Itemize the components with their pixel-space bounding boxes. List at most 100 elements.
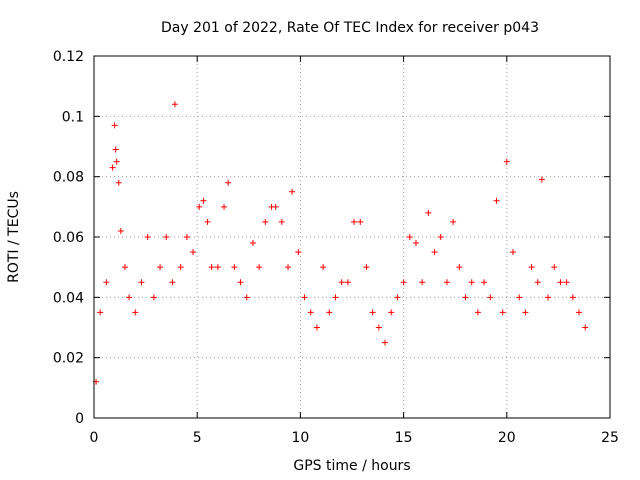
data-point — [528, 264, 535, 271]
x-tick-label: 0 — [90, 430, 99, 446]
data-point — [545, 294, 552, 301]
y-tick-label: 0.02 — [53, 351, 84, 367]
data-point — [332, 294, 339, 301]
data-point — [425, 209, 432, 216]
data-point — [499, 309, 506, 316]
data-point — [272, 203, 279, 210]
data-point — [97, 309, 104, 316]
data-point — [177, 264, 184, 271]
data-point — [243, 294, 250, 301]
data-point — [200, 197, 207, 204]
data-point — [394, 294, 401, 301]
data-point — [569, 294, 576, 301]
data-point — [113, 158, 120, 165]
data-point — [121, 264, 128, 271]
y-tick-label: 0.08 — [53, 170, 84, 186]
data-point — [163, 234, 170, 240]
data-point — [183, 234, 190, 240]
data-point — [112, 146, 119, 153]
data-point — [363, 264, 370, 271]
data-point — [138, 279, 145, 286]
y-axis-label: ROTI / TECUs — [6, 191, 22, 283]
data-point — [132, 309, 139, 316]
data-point — [214, 264, 221, 271]
data-point — [474, 309, 481, 316]
data-point — [171, 101, 178, 108]
y-tick-label: 0.12 — [53, 49, 84, 65]
data-point — [295, 249, 302, 256]
data-point — [190, 249, 197, 256]
data-point — [503, 158, 510, 165]
data-point — [231, 264, 238, 271]
data-point — [237, 279, 244, 286]
data-point — [481, 279, 488, 286]
data-point — [462, 294, 469, 301]
data-point — [437, 234, 444, 240]
data-point — [388, 309, 395, 316]
data-point — [493, 197, 500, 204]
data-point — [285, 264, 292, 271]
data-point — [262, 218, 269, 225]
grid-lines — [94, 56, 610, 418]
data-point — [111, 122, 118, 129]
data-point — [126, 294, 133, 301]
data-point — [326, 309, 333, 316]
x-tick-label: 15 — [395, 430, 413, 446]
data-point — [144, 234, 151, 240]
x-tick-label: 10 — [291, 430, 309, 446]
data-point — [313, 324, 320, 331]
axis-ticks: 0 5 10 15 20 25 0 0.02 0.04 0.06 0.08 0.1 0.12 — [53, 49, 619, 446]
y-tick-label: 0.1 — [62, 109, 84, 125]
y-tick-label: 0.04 — [53, 290, 84, 306]
data-point — [369, 309, 376, 316]
data-point — [450, 218, 457, 225]
data-point — [582, 324, 589, 331]
data-point — [382, 339, 389, 346]
data-point — [225, 179, 232, 186]
data-point — [289, 188, 296, 195]
data-point — [534, 279, 541, 286]
data-point — [344, 279, 351, 286]
data-point — [103, 279, 110, 286]
data-point — [208, 264, 215, 271]
data-point — [431, 249, 438, 256]
data-point — [357, 218, 364, 225]
data-point — [351, 218, 358, 225]
data-point — [115, 179, 122, 186]
data-point — [551, 264, 558, 271]
y-tick-label: 0.06 — [53, 230, 84, 246]
data-point — [487, 294, 494, 301]
x-tick-label: 5 — [193, 430, 202, 446]
data-point — [117, 227, 124, 234]
data-point — [169, 279, 176, 286]
data-point — [509, 249, 516, 256]
x-tick-label: 20 — [498, 430, 516, 446]
data-point — [196, 203, 203, 210]
data-point — [375, 324, 382, 331]
data-point — [456, 264, 463, 271]
data-point — [307, 309, 314, 316]
data-point — [221, 203, 228, 210]
data-point — [157, 264, 164, 271]
data-point — [278, 218, 285, 225]
data-point — [468, 279, 475, 286]
data-points — [93, 101, 589, 385]
data-point — [412, 240, 419, 247]
data-point — [557, 279, 564, 286]
data-point — [538, 176, 545, 183]
data-point — [249, 240, 256, 247]
x-tick-label: 25 — [601, 430, 619, 446]
data-point — [338, 279, 345, 286]
data-point — [109, 164, 116, 171]
data-point — [516, 294, 523, 301]
data-point — [419, 279, 426, 286]
chart-title: Day 201 of 2022, Rate Of TEC Index for r… — [161, 20, 539, 36]
data-point — [522, 309, 529, 316]
data-point — [150, 294, 157, 301]
data-point — [563, 279, 570, 286]
data-point — [320, 264, 327, 271]
data-point — [256, 264, 263, 271]
data-point — [406, 234, 413, 240]
